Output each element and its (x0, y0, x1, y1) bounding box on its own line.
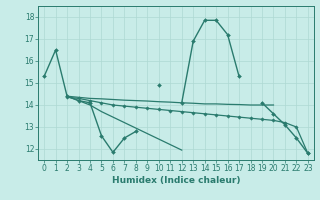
X-axis label: Humidex (Indice chaleur): Humidex (Indice chaleur) (112, 176, 240, 185)
